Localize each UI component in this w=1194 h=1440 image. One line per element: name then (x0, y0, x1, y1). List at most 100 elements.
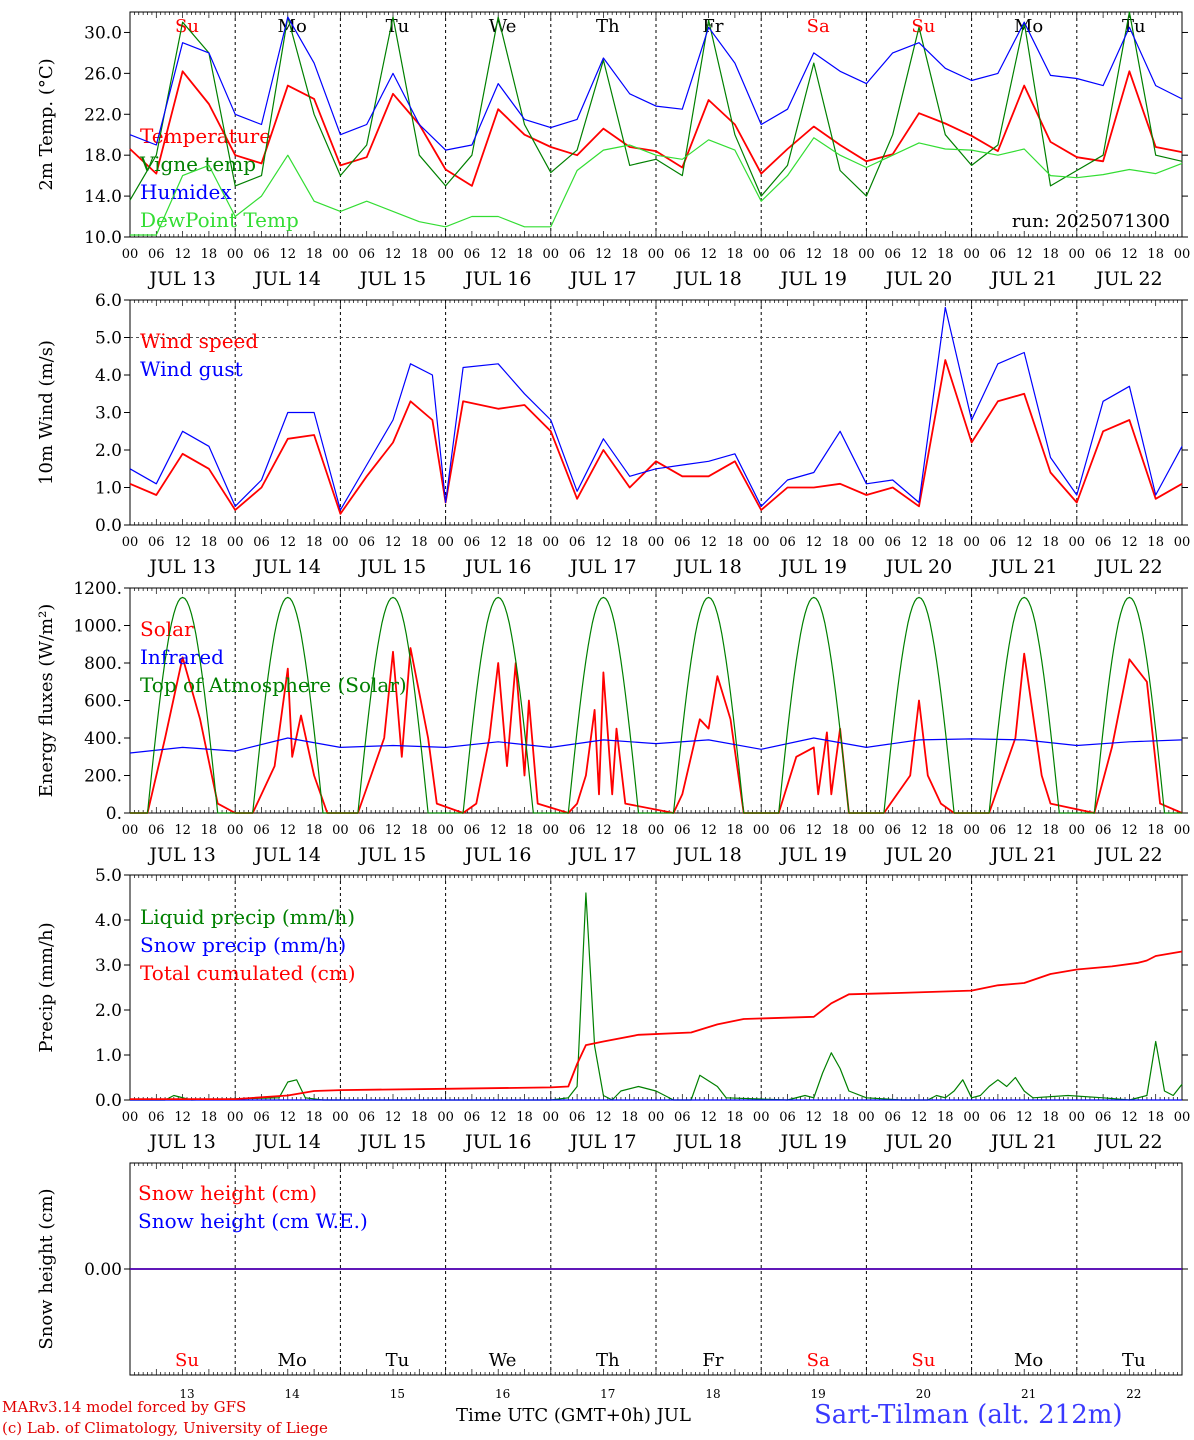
panel-2-hour-label: 12 (700, 823, 717, 838)
panel-3-hour-label: 00 (543, 1110, 560, 1125)
panel-3-ytick-label: 4.0 (95, 911, 122, 931)
panel-1-hour-label: 12 (595, 535, 612, 550)
panel-1-hour-label: 12 (385, 535, 402, 550)
panel-4-weekday-label: We (489, 1350, 517, 1371)
panel-0-date-label: JUL 15 (358, 268, 426, 290)
series-wind-speed (129, 359, 1183, 515)
panel-1-hour-label: 00 (963, 535, 980, 550)
series-wind-gust (129, 306, 1183, 511)
panel-3-hour-label: 00 (648, 1110, 665, 1125)
panel-2-hour-label: 18 (727, 823, 744, 838)
panel-2-hour-label: 00 (227, 823, 244, 838)
panel-3-date-label: JUL 21 (989, 1131, 1057, 1153)
panel-2-hour-label: 12 (385, 823, 402, 838)
series-humidex (129, 16, 1183, 151)
panel-4-weekday-label: Th (596, 1350, 620, 1371)
panel-0-hour-label: 18 (306, 247, 323, 262)
panel-3-hour-label: 18 (516, 1110, 533, 1125)
panel-1-hour-label: 00 (753, 535, 770, 550)
panel-0-date-label: JUL 14 (253, 268, 321, 290)
panel-1-hour-label: 00 (332, 535, 349, 550)
panel-3-hour-label: 12 (1121, 1110, 1138, 1125)
panel-2-hour-label: 06 (148, 823, 165, 838)
credit-model: MARv3.14 model forced by GFS (2, 1398, 247, 1416)
panel-3-hour-label: 18 (621, 1110, 638, 1125)
panel-0-hour-label: 00 (648, 247, 665, 262)
panel-1-hour-label: 00 (122, 535, 139, 550)
panel-2-hour-label: 12 (806, 823, 823, 838)
panel-2-date-label: JUL 21 (989, 844, 1057, 866)
panel-2-hour-label: 18 (832, 823, 849, 838)
panel-2-hour-label: 00 (648, 823, 665, 838)
panel-1-date-label: JUL 13 (147, 556, 215, 578)
panel-1-hour-label: 12 (280, 535, 297, 550)
panel-1-date-label: JUL 19 (779, 556, 847, 578)
panel-1-date-label: JUL 15 (358, 556, 426, 578)
panel-2-hour-label: 18 (937, 823, 954, 838)
panel-3-hour-label: 06 (1095, 1110, 1112, 1125)
panel-3-hour-label: 12 (595, 1110, 612, 1125)
panel-0-hour-label: 18 (516, 247, 533, 262)
panel-1-hour-label: 18 (306, 535, 323, 550)
series-infrared (129, 737, 1183, 754)
panel-2-date-label: JUL 18 (673, 844, 741, 866)
panel-1-ytick-label: 6.0 (95, 291, 122, 311)
run-label: run: 2025071300 (1012, 211, 1170, 232)
panel-4-ylabel: Snow height (cm) (36, 1188, 57, 1349)
panel-0-ytick-label: 22.0 (84, 105, 122, 125)
panel-0-ylabel: 2m Temp. (°C) (36, 58, 57, 190)
panel-4-weekday-label: Mo (1014, 1350, 1043, 1371)
legend-entry: Snow precip (mm/h) (140, 933, 346, 957)
panel-0-hour-label: 06 (990, 247, 1007, 262)
panel-4-weekday-label: Fr (702, 1350, 723, 1371)
panel-4-day-number: 15 (390, 1387, 405, 1401)
panel-4-day-number: 19 (811, 1387, 826, 1401)
panel-1-hour-label: 06 (990, 535, 1007, 550)
panel-3-hour-label: 00 (753, 1110, 770, 1125)
panel-1-hour-label: 12 (1016, 535, 1033, 550)
panel-2-hour-label: 00 (543, 823, 560, 838)
legend-entry: Total cumulated (cm) (140, 961, 356, 985)
panel-1-hour-label: 18 (1042, 535, 1059, 550)
panel-2-ytick-label: 1000. (73, 617, 122, 637)
panel-2-hour-label: 00 (1069, 823, 1086, 838)
panel-0-hour-label: 00 (1069, 247, 1086, 262)
panel-3-hour-label: 12 (385, 1110, 402, 1125)
panel-0-hour-label: 18 (1147, 247, 1164, 262)
panel-0-hour-label: 12 (700, 247, 717, 262)
panel-2-ytick-label: 0. (106, 804, 122, 824)
panel-0-hour-label: 18 (411, 247, 428, 262)
panel-3-hour-label: 06 (779, 1110, 796, 1125)
panel-2-hour-label: 06 (253, 823, 270, 838)
panel-1-ytick-label: 4.0 (95, 366, 122, 386)
panel-1-hour-label: 18 (516, 535, 533, 550)
panel-0-weekday-label: Tu (386, 16, 410, 37)
panel-1-hour-label: 00 (437, 535, 454, 550)
panel-0-hour-label: 12 (280, 247, 297, 262)
panel-1-ylabel: 10m Wind (m/s) (36, 340, 57, 485)
panel-3-date-label: JUL 15 (358, 1131, 426, 1153)
panel-0-ytick-label: 14.0 (84, 187, 122, 207)
panel-3-hour-label: 12 (1016, 1110, 1033, 1125)
panel-1-hour-label: 06 (674, 535, 691, 550)
panel-1-hour-label: 06 (464, 535, 481, 550)
panel-0-hour-label: 00 (543, 247, 560, 262)
panel-3-hour-label: 18 (937, 1110, 954, 1125)
panel-0-ytick-label: 18.0 (84, 146, 122, 166)
panel-3-hour-label: 06 (990, 1110, 1007, 1125)
panel-2-hour-label: 18 (621, 823, 638, 838)
legend-entry: Infrared (140, 645, 224, 669)
panel-2-hour-label: 06 (990, 823, 1007, 838)
panel-4-ytick-label: 0.00 (84, 1260, 122, 1280)
panel-2-hour-label: 12 (490, 823, 507, 838)
panel-3-date-label: JUL 19 (779, 1131, 847, 1153)
panel-0-date-label: JUL 22 (1094, 268, 1162, 290)
series-solar (130, 647, 1183, 814)
panel-1-ytick-label: 1.0 (95, 479, 122, 499)
panel-1-hour-label: 06 (569, 535, 586, 550)
panel-3-hour-label: 00 (858, 1110, 875, 1125)
panel-3-hour-label: 00 (122, 1110, 139, 1125)
panel-2-date-label: JUL 17 (568, 844, 636, 866)
panel-3-date-label: JUL 22 (1094, 1131, 1162, 1153)
panel-1-hour-label: 18 (1147, 535, 1164, 550)
